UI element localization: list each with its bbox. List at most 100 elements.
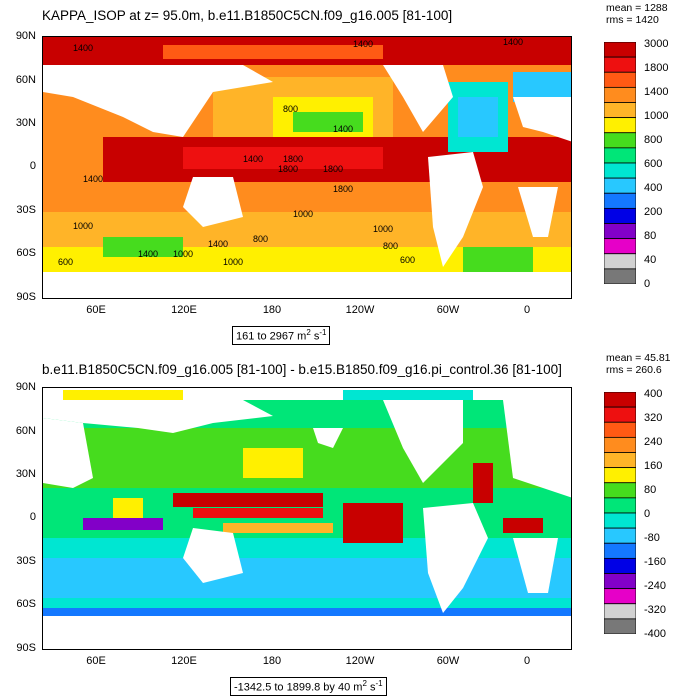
colorbar-swatch	[604, 406, 636, 423]
contour-label: 1400	[73, 43, 93, 53]
cb-label: -400	[644, 628, 667, 640]
colorbar-swatch	[604, 542, 636, 559]
panel2-colorbar-swatches	[604, 392, 636, 634]
contour-label: 1000	[73, 221, 93, 231]
colorbar-swatch	[604, 132, 636, 149]
colorbar-swatch	[604, 603, 636, 620]
cb-label: 0	[644, 508, 651, 520]
panel1-colorbar-labels: 3000 1800 1400 1000 800 600 400 200 80 4…	[644, 38, 694, 293]
colorbar-swatch	[604, 253, 636, 270]
colorbar-swatch	[604, 177, 636, 194]
colorbar-swatch	[604, 392, 636, 408]
panel2-ytick: 30N	[15, 468, 36, 480]
colorbar-swatch	[604, 42, 636, 58]
panel2-map	[42, 387, 572, 650]
panel1-range-text: 161 to 2967 m	[236, 330, 307, 343]
contour-label: 1400	[138, 249, 158, 259]
contour-label: 1000	[223, 257, 243, 267]
cb-label: 160	[644, 460, 663, 472]
colorbar-swatch	[604, 86, 636, 103]
contour-label: 1800	[333, 184, 353, 194]
range-tail: s	[310, 330, 320, 343]
contour-label: 1400	[83, 174, 103, 184]
cb-label: 1000	[644, 110, 669, 122]
contour-label: 800	[253, 234, 268, 244]
panel2-xtick: 60W	[436, 655, 460, 667]
cb-label: -160	[644, 556, 667, 568]
panel2-ytick: 30S	[16, 555, 36, 567]
colorbar-swatch	[604, 588, 636, 605]
colorbar-swatch	[604, 268, 636, 284]
panel1-map: 1400 1400 1400 1400 800 1400 1800 1400 1…	[42, 36, 572, 299]
panel2-title: b.e11.B1850C5CN.f09_g16.005 [81-100] - b…	[42, 362, 562, 377]
contour-label: 800	[283, 104, 298, 114]
contour-label: 1400	[503, 37, 523, 47]
cb-label: 3000	[644, 38, 669, 50]
panel1-mean: mean = 1288	[606, 2, 668, 14]
colorbar-swatch	[604, 482, 636, 499]
panel2-ytick: 90S	[16, 642, 36, 654]
panel2-ytick: 0	[29, 511, 36, 523]
panel1-xtick: 180	[262, 304, 282, 316]
cb-label: 1800	[644, 62, 669, 74]
colorbar-swatch	[604, 497, 636, 514]
panel2-ytick: 90N	[15, 381, 36, 393]
panel1-ytick: 90N	[15, 30, 36, 42]
cb-label: 400	[644, 182, 663, 194]
panel1-ytick: 60S	[16, 247, 36, 259]
panel1-xtick: 60E	[86, 304, 106, 316]
colorbar-swatch	[604, 223, 636, 240]
panel1-rms: rms = 1420	[606, 14, 659, 26]
colorbar-swatch	[604, 238, 636, 255]
contour-label: 1800	[283, 154, 303, 164]
contour-label: 800	[383, 241, 398, 251]
panel1-map-field: 1400 1400 1400 1400 800 1400 1800 1400 1…	[43, 37, 571, 298]
cb-label: 400	[644, 388, 663, 400]
colorbar-swatch	[604, 192, 636, 209]
panel1-ytick: 0	[29, 160, 36, 172]
cb-label: 600	[644, 158, 663, 170]
colorbar-swatch	[604, 618, 636, 634]
panel1-ytick: 30S	[16, 204, 36, 216]
range-sup: 2	[362, 679, 367, 688]
colorbar-swatch	[604, 467, 636, 484]
range-sup: 2	[306, 328, 311, 337]
contour-label: 1400	[208, 239, 228, 249]
panel2-ytick: 60S	[16, 598, 36, 610]
panel1-xtick: 60W	[436, 304, 460, 316]
colorbar-swatch	[604, 557, 636, 574]
cb-label: 800	[644, 134, 663, 146]
panel2-mean: mean = 45.81	[606, 352, 671, 364]
panel1-ytick: 30N	[15, 117, 36, 129]
panel2-ytick: 60N	[15, 425, 36, 437]
cb-label: 320	[644, 412, 663, 424]
panel2-map-field	[43, 388, 571, 649]
colorbar-swatch	[604, 452, 636, 469]
contour-label: 600	[58, 257, 73, 267]
colorbar-swatch	[604, 527, 636, 544]
panel1-xtick: 120W	[345, 304, 375, 316]
panel2-range-text: -1342.5 to 1899.8 by 40 m	[234, 681, 363, 694]
panel1-xtick: 0	[523, 304, 531, 316]
colorbar-swatch	[604, 421, 636, 438]
range-sup2: -1	[375, 679, 383, 688]
panel2-range-box: -1342.5 to 1899.8 by 40 m2 s-1	[230, 677, 387, 696]
contour-label: 1000	[373, 224, 393, 234]
panel2-colorbar	[604, 392, 636, 634]
panel2-xtick: 120E	[171, 655, 197, 667]
panel1-ytick: 90S	[16, 291, 36, 303]
cb-label: -80	[644, 532, 660, 544]
panel1-range-box: 161 to 2967 m2 s-1	[232, 326, 331, 345]
colorbar-swatch	[604, 102, 636, 119]
contour-label: 1000	[173, 249, 193, 259]
cb-label: 1400	[644, 86, 669, 98]
panel1-ytick: 60N	[15, 74, 36, 86]
colorbar-swatch	[604, 436, 636, 453]
panel2-rms: rms = 260.6	[606, 364, 662, 376]
range-sup2: -1	[319, 328, 327, 337]
contour-label: 1800	[278, 164, 298, 174]
cb-label: -320	[644, 604, 667, 616]
panel2-colorbar-labels: 400 320 240 160 80 0 -80 -160 -240 -320 …	[644, 388, 694, 643]
colorbar-swatch	[604, 512, 636, 529]
colorbar-swatch	[604, 117, 636, 134]
